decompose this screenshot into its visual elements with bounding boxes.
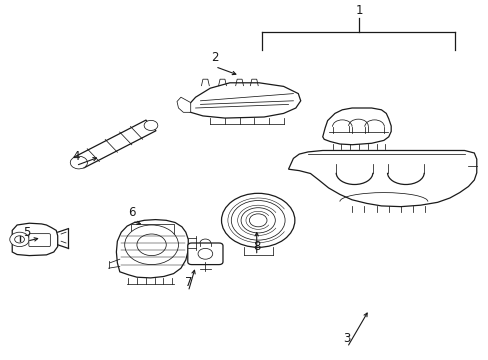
FancyBboxPatch shape — [29, 234, 50, 247]
Text: 4: 4 — [72, 150, 80, 163]
Polygon shape — [131, 224, 173, 235]
Circle shape — [241, 208, 275, 233]
Circle shape — [249, 214, 266, 227]
Polygon shape — [185, 83, 300, 118]
FancyBboxPatch shape — [187, 243, 223, 265]
Circle shape — [221, 193, 294, 247]
Circle shape — [124, 225, 178, 265]
Polygon shape — [12, 223, 58, 256]
Text: 8: 8 — [252, 240, 260, 253]
Text: 2: 2 — [211, 51, 219, 64]
Circle shape — [198, 248, 212, 259]
Polygon shape — [288, 150, 476, 207]
Ellipse shape — [70, 156, 87, 169]
Polygon shape — [74, 120, 156, 168]
Text: 1: 1 — [355, 4, 363, 17]
Circle shape — [10, 232, 29, 247]
Circle shape — [137, 234, 166, 256]
Text: 6: 6 — [128, 206, 136, 219]
Circle shape — [15, 236, 24, 243]
Ellipse shape — [144, 120, 158, 130]
Text: 3: 3 — [343, 332, 350, 345]
Polygon shape — [322, 108, 390, 145]
Polygon shape — [116, 220, 188, 278]
Circle shape — [231, 201, 285, 240]
Polygon shape — [177, 97, 190, 112]
Text: 5: 5 — [23, 226, 31, 239]
Text: 7: 7 — [184, 276, 192, 289]
